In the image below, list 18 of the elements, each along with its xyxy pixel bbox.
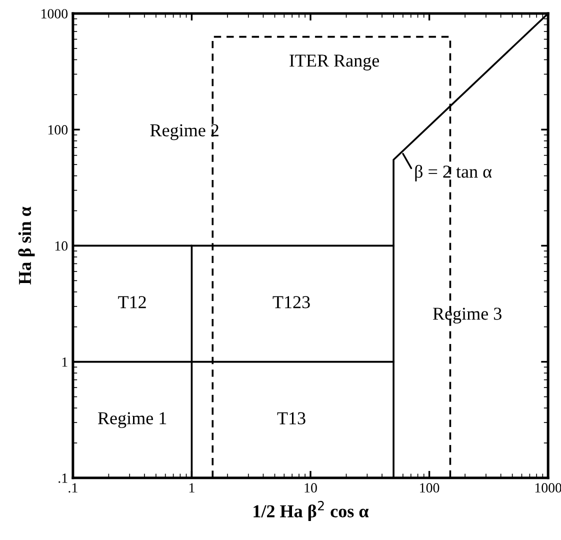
x-tick-label: 100 (420, 483, 440, 493)
x-tick-label: 1 (189, 483, 194, 492)
y-tick-label: 100 (48, 125, 68, 135)
x-axis-title: 1/2 Ha β$^{2}$ cos α (254, 500, 369, 522)
y-tick-label: 1000 (42, 9, 68, 18)
y-axis-title: Ha β sin α (18, 206, 35, 285)
y-tick-label: 1 (62, 357, 68, 367)
y-tick-label: 10 (55, 241, 68, 251)
annotation: T12 (118, 296, 146, 308)
x-tick-label: 1000 (535, 483, 561, 493)
annotation: T13 (277, 412, 306, 424)
x-tick-label: 10 (304, 483, 317, 493)
annotation: Regime 1 (98, 412, 166, 428)
x-tick-label: .1 (68, 483, 78, 493)
annotation: ITER Range (290, 54, 380, 70)
y-tick-label: .1 (58, 474, 68, 483)
annotation: T123 (272, 296, 310, 308)
annotation: Regime 3 (432, 308, 502, 324)
